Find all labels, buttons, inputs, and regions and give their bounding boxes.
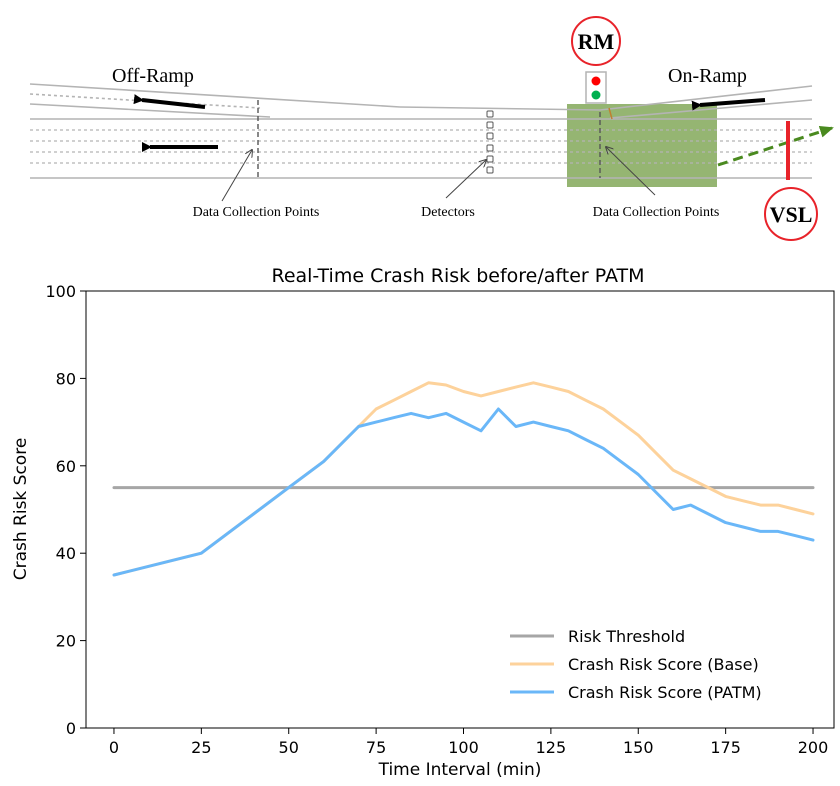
collection-left-leader (221, 150, 252, 202)
x-axis: 0 25 50 75 100 125 150 175 200 (109, 728, 828, 757)
collection-points-left-label: Data Collection Points (193, 205, 320, 220)
series-line-2 (112, 407, 815, 577)
series-line-1 (112, 381, 815, 577)
vsl-badge: VSL (764, 187, 818, 241)
y-tick-label-3: 60 (56, 457, 76, 476)
x-tick-label-6: 150 (623, 738, 654, 757)
detectors-leader (445, 160, 486, 199)
chart: Real-Time Crash Risk before/after PATM 0… (11, 265, 835, 780)
on-ramp-label: On-Ramp (668, 65, 747, 87)
legend-label-2: Crash Risk Score (PATM) (568, 683, 762, 702)
y-tick-label-1: 20 (56, 632, 76, 651)
rm-label: RM (578, 29, 615, 54)
plot-lines (112, 381, 815, 577)
on-ramp-lanes (599, 85, 813, 119)
downstream-arrow (717, 125, 834, 167)
off-ramp-lanes (29, 83, 601, 118)
off-ramp-arrow (133, 94, 206, 109)
ramp-meter-stopline (608, 107, 613, 120)
road-diagram: RM VSL Off-Ramp On-Ramp Data Collection … (29, 16, 834, 241)
mainline-lanes (30, 118, 812, 179)
detectors-icon (486, 110, 494, 174)
x-tick-label-0: 0 (109, 738, 119, 757)
y-tick-label-4: 80 (56, 369, 76, 388)
control-zone (567, 104, 717, 187)
y-tick-label-5: 100 (45, 282, 76, 301)
y-axis: 0 20 40 60 80 100 (45, 282, 86, 738)
x-tick-label-2: 50 (279, 738, 299, 757)
collection-points-right-label: Data Collection Points (593, 205, 720, 220)
legend-label-1: Crash Risk Score (Base) (568, 655, 759, 674)
vsl-label: VSL (770, 202, 813, 227)
x-tick-label-8: 200 (798, 738, 829, 757)
ramp-meter-signal-icon (585, 71, 607, 104)
on-ramp-arrow (691, 98, 766, 111)
off-ramp-label: Off-Ramp (112, 65, 194, 87)
chart-title: Real-Time Crash Risk before/after PATM (271, 265, 644, 287)
collection-right-leader (606, 147, 656, 196)
x-tick-label-5: 125 (536, 738, 567, 757)
rm-badge: RM (571, 16, 621, 66)
y-tick-label-2: 40 (56, 544, 76, 563)
x-tick-label-4: 100 (448, 738, 479, 757)
x-tick-label-3: 75 (366, 738, 386, 757)
y-axis-label: Crash Risk Score (11, 438, 31, 581)
x-tick-label-7: 175 (710, 738, 741, 757)
plot-frame (85, 290, 835, 729)
legend-label-0: Risk Threshold (568, 627, 685, 646)
legend: Risk Threshold Crash Risk Score (Base) Cra… (510, 627, 762, 702)
x-axis-label: Time Interval (min) (378, 760, 542, 780)
detectors-label: Detectors (421, 205, 475, 220)
x-tick-label-1: 25 (191, 738, 211, 757)
y-tick-label-0: 0 (66, 719, 76, 738)
